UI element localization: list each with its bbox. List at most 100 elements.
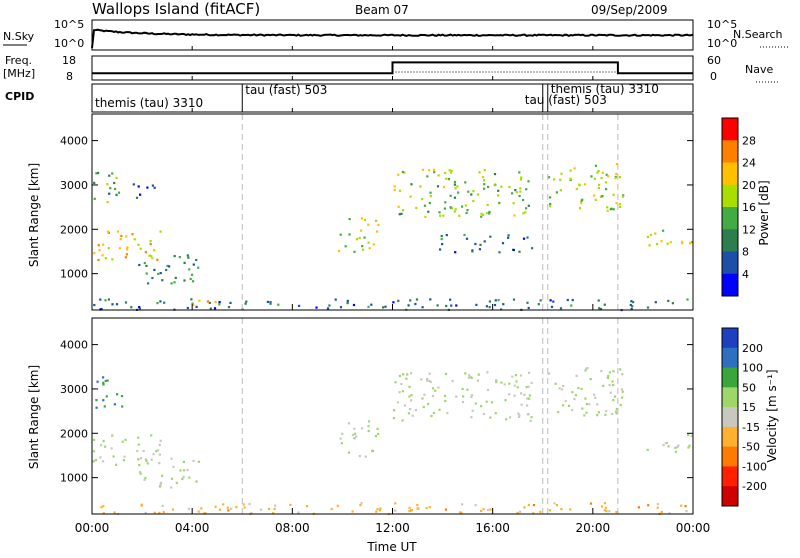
velocity-echo-cell — [115, 463, 118, 466]
power-echo-cell — [472, 190, 475, 193]
velocity-echo-cell — [584, 397, 587, 400]
power-echo-cell — [165, 268, 168, 272]
velocity-echo-cell — [600, 369, 603, 373]
power-echo-cell — [153, 268, 156, 271]
velocity-echo-cell — [410, 394, 413, 397]
power-echo-cell — [97, 171, 100, 175]
power-echo-cell — [209, 307, 212, 310]
velocity-echo-cell — [611, 412, 614, 415]
power-echo-cell — [444, 171, 447, 175]
power-echo-cell — [109, 187, 112, 190]
velocity-echo-cell — [398, 391, 401, 394]
power-echo-cell — [108, 192, 111, 195]
power-echo-cell — [447, 178, 450, 181]
power-echo-cell — [163, 301, 166, 304]
velocity-echo-cell — [186, 469, 189, 472]
power-echo-cell — [440, 234, 443, 238]
velocity-echo-cell — [197, 510, 200, 513]
velocity-echo-cell — [142, 449, 145, 453]
velocity-echo-cell — [182, 460, 185, 463]
power-echo-cell — [463, 233, 466, 236]
velocity-echo-cell — [406, 373, 409, 376]
velocity-echo-cell — [426, 377, 429, 381]
velocity-panel: 4000 3000 2000 1000 Slant Range [km] 200 100… — [27, 317, 779, 516]
velocity-echo-cell — [432, 411, 436, 415]
power-echo-cell — [269, 302, 272, 305]
power-echo-cell — [512, 248, 515, 252]
velocity-echo-cell — [110, 447, 113, 450]
velocity-echo-cell — [420, 378, 423, 381]
power-echo-cell — [191, 273, 194, 276]
velocity-echo-cell — [156, 449, 160, 452]
power-echo-cell — [515, 191, 518, 194]
cpid-mode-label: tau (fast) 503 — [525, 93, 607, 107]
velocity-echo-cell — [523, 506, 526, 509]
power-echo-cell — [688, 242, 692, 245]
velocity-echo-cell — [364, 455, 367, 458]
velocity-echo-cell — [477, 373, 480, 376]
velocity-echo-cell — [92, 438, 96, 441]
velocity-echo-cell — [602, 384, 605, 387]
power-echo-cell — [614, 176, 617, 180]
power-echo-cell — [480, 215, 483, 218]
power-echo-cell — [97, 244, 100, 247]
velocity-echo-cell — [609, 391, 612, 394]
velocity-echo-cell — [179, 469, 182, 472]
power-echo-cell — [465, 211, 468, 215]
power-ylabel: Slant Range [km] — [27, 163, 41, 267]
power-echo-cell — [448, 169, 451, 172]
velocity-echo-cell — [585, 367, 588, 370]
power-echo-cell — [502, 303, 505, 306]
power-echo-cell — [508, 186, 511, 189]
power-echo-cell — [573, 167, 576, 170]
velocity-echo-cell — [619, 368, 622, 371]
velocity-echo-cell — [476, 379, 479, 382]
velocity-echo-cell — [656, 506, 659, 509]
velocity-echo-cell — [468, 374, 471, 377]
power-echo-cell — [315, 306, 318, 309]
velocity-echo-cell — [242, 503, 245, 506]
power-echo-cell — [187, 256, 190, 259]
velocity-echo-cell — [460, 511, 463, 514]
velocity-echo-cell — [408, 395, 411, 398]
power-echo-cell — [93, 197, 96, 200]
power-echo-cell — [189, 277, 192, 281]
power-echo-cell — [409, 195, 412, 198]
velocity-echo-cell — [359, 504, 362, 507]
velocity-echo-cell — [584, 369, 587, 372]
velocity-echo-cell — [597, 411, 600, 414]
power-echo-cell — [120, 234, 123, 237]
velocity-echo-cell — [122, 459, 126, 462]
velocity-echo-cell — [171, 508, 174, 511]
power-echo-cell — [519, 187, 522, 190]
power-echo-cell — [654, 232, 657, 235]
velocity-echo-cell — [613, 395, 617, 398]
y-tick-label: 2000 — [60, 223, 88, 236]
power-echo-cell — [600, 176, 603, 180]
power-echo-cell — [475, 303, 478, 306]
velocity-echo-cell — [529, 419, 532, 422]
power-echo-cell — [195, 305, 198, 308]
power-echo-cell — [593, 194, 596, 197]
power-echo-cell — [407, 304, 410, 307]
power-echo-cell — [604, 181, 608, 184]
y-tick-label: 4000 — [60, 135, 88, 148]
velocity-echo-cell — [560, 388, 564, 391]
velocity-echo-cell — [410, 372, 413, 375]
velocity-echo-cell — [226, 506, 229, 509]
velocity-echo-cell — [508, 382, 511, 385]
velocity-echo-cell — [480, 405, 483, 408]
power-echo-cell — [183, 279, 186, 282]
power-echo-cell — [549, 299, 552, 302]
power-echo-cell — [578, 184, 581, 187]
power-echo-cell — [527, 204, 530, 207]
power-echo-cell — [453, 196, 456, 199]
velocity-echo-cell — [606, 376, 609, 379]
velocity-echo-cell — [596, 403, 599, 406]
freq-label-line2: [MHz] — [3, 67, 35, 80]
power-echo-cell — [631, 305, 634, 308]
power-echo-cell — [619, 205, 622, 208]
colorbar-swatch — [722, 207, 738, 230]
power-echo-cell — [107, 247, 110, 250]
